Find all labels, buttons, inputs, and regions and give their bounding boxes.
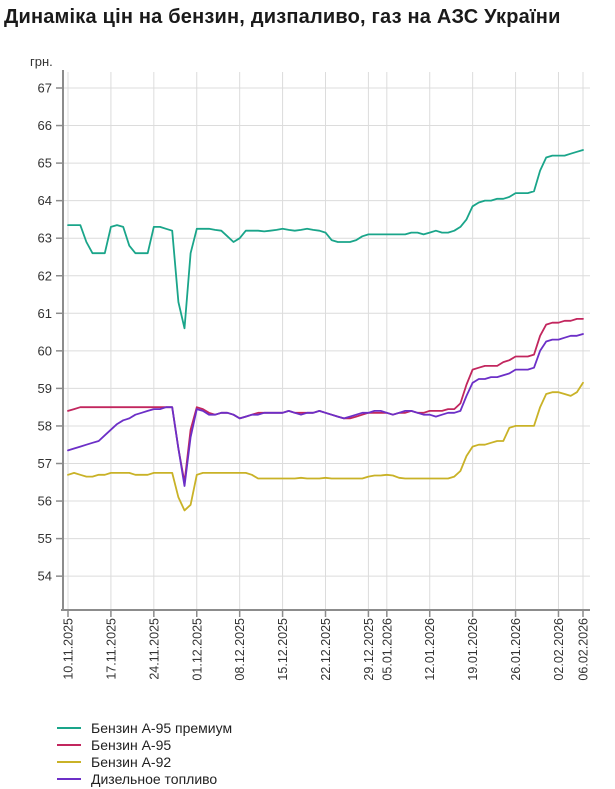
- price-chart-svg: 54 55 56 57 58 59 60 61 62 63 64 65 66 67 грн. 10.11.20…: [30, 54, 591, 681]
- legend-item-diesel: Дизельное топливо: [57, 770, 232, 787]
- x-tick-label: 01.12.2025: [190, 618, 204, 681]
- y-tick-label: 67: [38, 81, 52, 96]
- x-tick-label: 15.12.2025: [276, 618, 290, 681]
- legend-label-a92: Бензин А-92: [91, 753, 172, 770]
- y-axis-unit-label: грн.: [30, 54, 53, 69]
- chart-legend: Бензин А-95 премиум Бензин А-95 Бензин А…: [57, 719, 232, 787]
- y-tick-label: 66: [38, 118, 52, 133]
- chart-title: Динаміка цін на бензин, дизпаливо, газ н…: [4, 6, 561, 28]
- y-tick-label: 54: [38, 569, 52, 584]
- legend-label-a95-premium: Бензин А-95 премиум: [91, 719, 233, 736]
- x-tick-label: 29.12.2025: [362, 618, 376, 681]
- legend-item-a95: Бензин А-95: [57, 736, 232, 753]
- legend-item-a95-premium: Бензин А-95 премиум: [57, 719, 232, 736]
- y-tick-label: 56: [38, 494, 52, 509]
- y-tick-label: 62: [38, 268, 52, 283]
- y-tick-label: 55: [38, 531, 52, 546]
- series-line-3: [67, 333, 584, 487]
- y-tick-label: 59: [38, 381, 52, 396]
- legend-label-a95: Бензин А-95: [91, 736, 172, 753]
- x-tick-label: 02.02.2026: [552, 618, 566, 681]
- x-tick-label: 05.01.2026: [380, 618, 394, 681]
- x-tick-label: 06.02.2026: [577, 618, 591, 681]
- y-tick-label: 60: [38, 343, 52, 358]
- y-tick-label: 58: [38, 418, 52, 433]
- y-tick-label: 65: [38, 156, 52, 171]
- series-line-2: [67, 381, 584, 512]
- x-tick-label: 12.01.2026: [423, 618, 437, 681]
- legend-label-diesel: Дизельное топливо: [91, 770, 218, 787]
- legend-swatch-diesel: [57, 777, 81, 780]
- y-axis-labels: 54 55 56 57 58 59 60 61 62 63 64 65 66 67: [38, 81, 63, 584]
- legend-item-a92: Бензин А-92: [57, 753, 232, 770]
- x-axis-labels: 10.11.2025 17.11.2025 24.11.2025 01.12.2025…: [62, 610, 591, 681]
- legend-swatch-a92: [57, 760, 81, 763]
- x-tick-label: 26.01.2026: [509, 618, 523, 681]
- y-tick-label: 57: [38, 456, 52, 471]
- legend-swatch-a95-premium: [57, 726, 81, 729]
- x-tick-label: 24.11.2025: [147, 618, 161, 680]
- x-tick-label: 19.01.2026: [466, 618, 480, 681]
- y-tick-label: 63: [38, 231, 52, 246]
- legend-swatch-a95: [57, 743, 81, 746]
- x-tick-label: 17.11.2025: [104, 618, 118, 680]
- x-tick-label: 10.11.2025: [62, 618, 76, 680]
- y-tick-label: 61: [38, 306, 52, 321]
- series-line-0: [67, 149, 584, 330]
- x-tick-label: 08.12.2025: [233, 618, 247, 681]
- x-tick-label: 22.12.2025: [319, 618, 333, 681]
- grid-lines: [63, 72, 590, 610]
- y-tick-label: 64: [38, 193, 52, 208]
